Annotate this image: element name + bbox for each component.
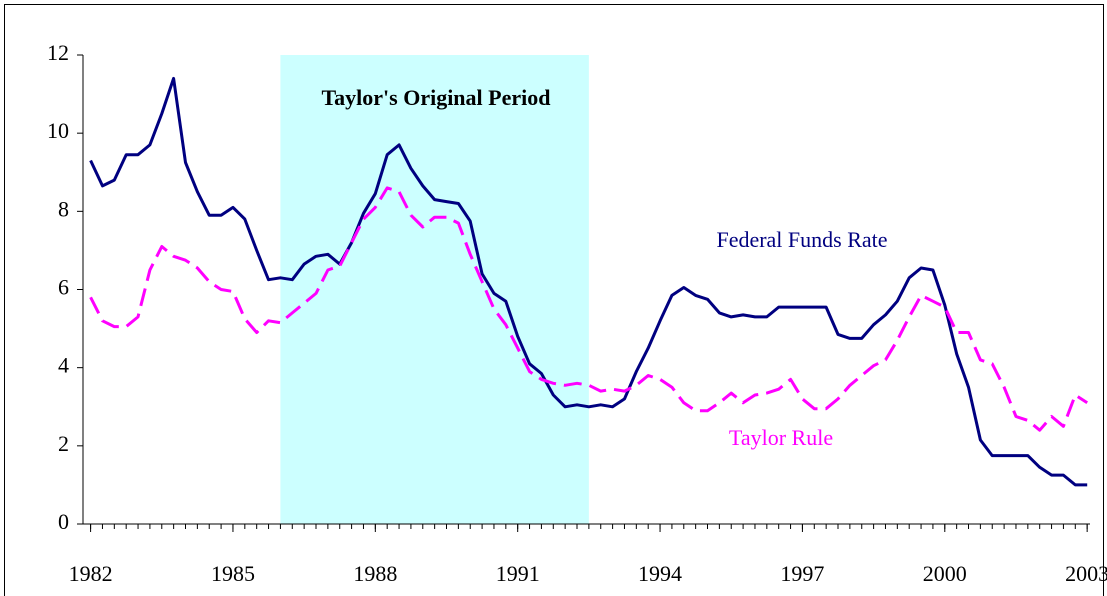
series-line (89, 76, 1088, 487)
y-tick-label: 12 (47, 40, 69, 65)
x-tick-label: 1997 (780, 561, 824, 586)
x-tick-label: 2003 (1065, 561, 1107, 586)
y-tick-label: 6 (58, 275, 69, 300)
x-tick-label: 1994 (638, 561, 682, 586)
x-tick-label: 1982 (69, 561, 113, 586)
x-tick-label: 2000 (923, 561, 967, 586)
y-tick-label: 10 (47, 118, 69, 143)
period-label: Taylor's Original Period (322, 85, 551, 110)
series-line (89, 186, 1089, 432)
y-tick-label: 2 (58, 431, 69, 456)
y-tick-label: 8 (58, 196, 69, 221)
y-tick-label: 0 (58, 509, 69, 534)
shaded-period (280, 55, 589, 524)
taylor-label: Taylor Rule (729, 425, 833, 450)
ffr-label: Federal Funds Rate (716, 227, 887, 252)
y-tick-label: 4 (58, 353, 69, 378)
x-tick-label: 1988 (353, 561, 397, 586)
frame (4, 4, 1104, 596)
x-tick-label: 1991 (496, 561, 540, 586)
x-tick-label: 1985 (211, 561, 255, 586)
